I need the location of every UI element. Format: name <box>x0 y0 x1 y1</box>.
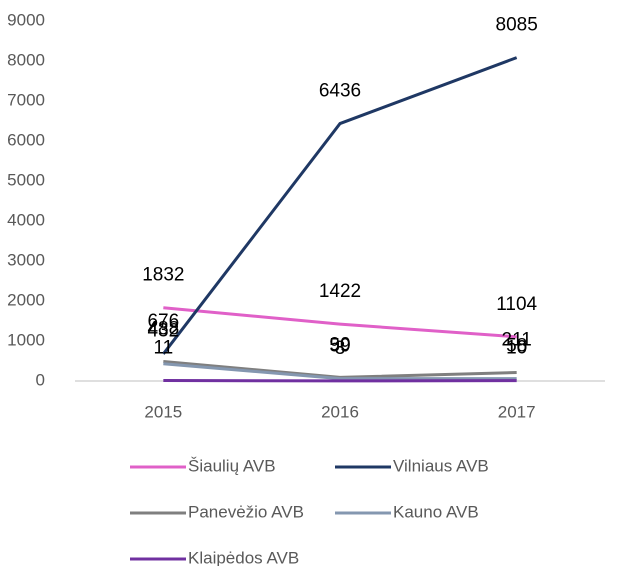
legend-label: Klaipėdos AVB <box>188 548 299 566</box>
data-label: 6436 <box>319 81 361 102</box>
x-tick-label: 2017 <box>498 402 536 421</box>
y-tick-label: 2000 <box>7 290 45 309</box>
y-tick-label: 9000 <box>7 10 45 29</box>
y-tick-label: 6000 <box>7 130 45 149</box>
legend-label: Panevėžio AVB <box>188 502 304 521</box>
series-line <box>163 306 517 339</box>
data-label: 90 <box>329 334 350 355</box>
data-label: 3 <box>335 338 346 359</box>
y-tick-label: 0 <box>36 370 45 389</box>
data-label: 1104 <box>496 294 537 315</box>
data-label: 59 <box>329 336 350 357</box>
legend-label: Šiaulių AVB <box>188 456 276 475</box>
y-tick-label: 8000 <box>7 50 45 69</box>
series-line <box>163 362 517 381</box>
series-line <box>162 56 518 355</box>
data-label: 1832 <box>142 265 184 286</box>
legend-label: Vilniaus AVB <box>393 456 489 475</box>
y-tick-label: 3000 <box>7 250 45 269</box>
data-label: 58 <box>506 336 527 357</box>
x-tick-label: 2015 <box>144 402 182 421</box>
data-label: 11 <box>153 338 173 359</box>
y-tick-label: 4000 <box>7 210 45 229</box>
data-label: 8085 <box>496 15 538 36</box>
y-tick-label: 5000 <box>7 170 45 189</box>
data-label: 676 <box>147 311 179 332</box>
data-label: 432 <box>147 321 179 342</box>
data-label: 10 <box>506 338 527 359</box>
x-tick-label: 2016 <box>321 402 359 421</box>
data-label: 211 <box>502 330 532 351</box>
data-label: 488 <box>147 318 179 339</box>
y-tick-label: 7000 <box>7 90 45 109</box>
y-tick-label: 1000 <box>7 330 45 349</box>
data-label: 1422 <box>319 281 361 302</box>
legend-label: Kauno AVB <box>393 502 479 521</box>
